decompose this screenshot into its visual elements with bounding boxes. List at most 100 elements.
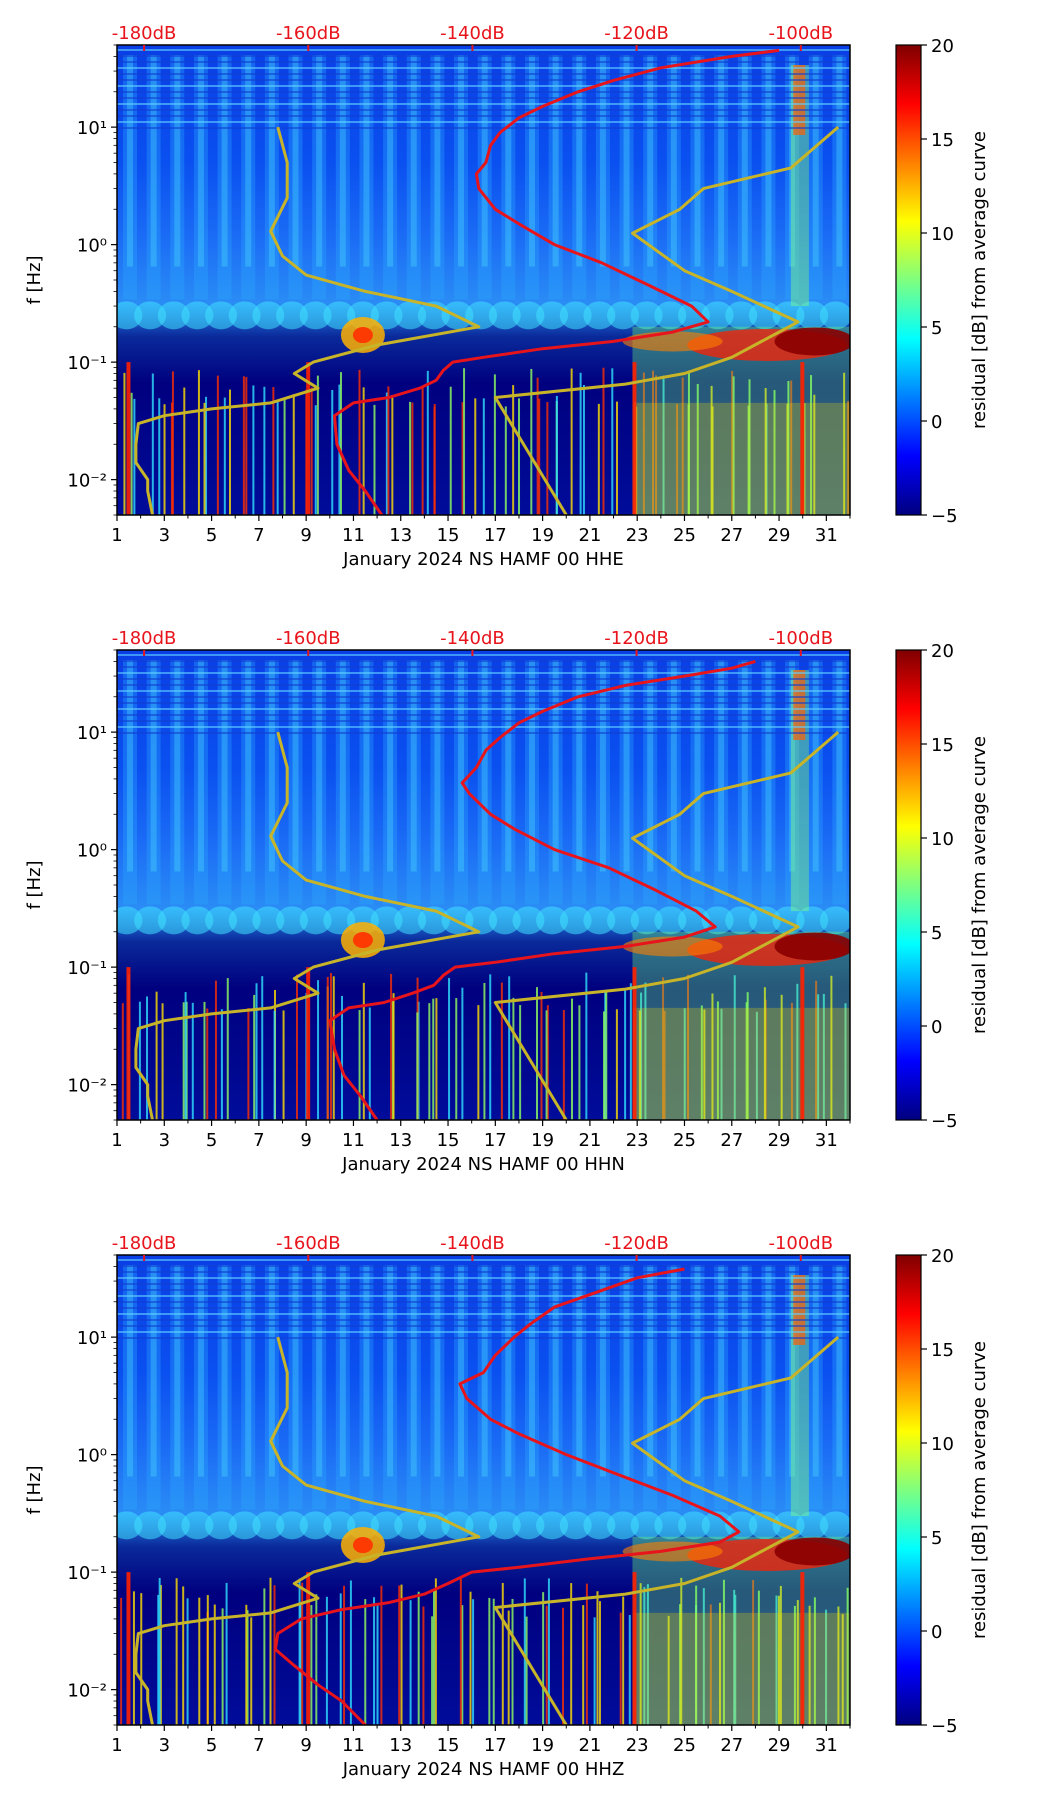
heatmap-line — [306, 1572, 311, 1725]
noise-model-curve — [134, 731, 481, 1120]
top-db-label: -100dB — [768, 1233, 833, 1254]
heatmap-spike — [757, 1590, 760, 1725]
heatmap-spike — [183, 387, 186, 515]
heatmap-hf-band — [117, 684, 850, 686]
heatmap-spike — [555, 395, 558, 515]
heatmap-spike — [391, 395, 394, 515]
heatmap-spike — [830, 975, 833, 1120]
top-db-label: -160dB — [276, 1233, 341, 1254]
heatmap-spike — [261, 976, 264, 1120]
heatmap-streak — [268, 55, 275, 267]
heatmap-spike — [130, 392, 133, 515]
heatmap-spike — [203, 1001, 206, 1120]
heatmap-spike — [461, 987, 464, 1120]
heatmap-spike — [624, 990, 627, 1120]
heatmap-spike — [488, 1597, 491, 1725]
heatmap-blob — [607, 1511, 640, 1540]
heatmap-spike — [822, 993, 825, 1120]
heatmap-streak — [718, 1265, 725, 1477]
heatmap-spike — [570, 1583, 573, 1725]
heatmap-blob — [252, 1511, 285, 1540]
plot-area — [117, 650, 850, 1120]
x-tick-label: 1 — [111, 1735, 122, 1756]
heatmap-spike — [255, 983, 258, 1120]
heatmap-spike — [364, 1599, 367, 1725]
x-tick-label: 27 — [720, 525, 743, 546]
x-tick-label: 11 — [342, 1130, 365, 1151]
heatmap-spike — [157, 1594, 160, 1725]
heatmap-spike — [459, 1578, 462, 1725]
heatmap-blob — [583, 906, 616, 935]
y-tick-label: 10¹ — [77, 118, 107, 139]
heatmap-hf-band — [117, 103, 850, 105]
heatmap-streak — [292, 660, 299, 872]
heatmap-streak — [793, 670, 806, 740]
heatmap-spike — [493, 374, 496, 515]
heatmap-streak — [694, 1265, 701, 1477]
colorbar-tick-label: 20 — [931, 36, 954, 57]
heatmap-spike — [525, 1616, 528, 1725]
heatmap-spike — [585, 1583, 588, 1725]
top-db-label: -120dB — [604, 23, 669, 44]
heatmap-region — [632, 402, 850, 515]
colorbar-tick-label: 10 — [931, 224, 954, 245]
heatmap-streak — [221, 55, 228, 267]
heatmap-streak — [789, 1265, 796, 1477]
heatmap-blob — [117, 1511, 143, 1540]
heatmap-streak — [765, 1265, 772, 1477]
plot-area — [117, 45, 850, 515]
x-tick-label: 17 — [484, 1130, 507, 1151]
heatmap-streak — [316, 55, 323, 267]
heatmap-spike — [146, 996, 149, 1120]
x-tick-label: 11 — [342, 525, 365, 546]
heatmap-spike — [803, 403, 806, 515]
heatmap-hf-band — [117, 1331, 850, 1333]
colorbar-tick-label: −5 — [931, 1716, 958, 1737]
heatmap-spike — [358, 369, 361, 515]
heatmap-spike — [206, 1008, 209, 1120]
heatmap-spike — [815, 980, 818, 1120]
x-tick-label: 29 — [768, 525, 791, 546]
heatmap-spike — [123, 372, 126, 515]
heatmap-spike — [546, 402, 549, 515]
heatmap-blob — [536, 301, 569, 330]
heatmap-streak — [552, 660, 559, 872]
heatmap-streak — [316, 1265, 323, 1477]
heatmap-spike — [545, 1010, 548, 1120]
heatmap-line — [800, 1572, 805, 1725]
heatmap-spike — [417, 1591, 420, 1725]
y-tick-label: 10¹ — [77, 1328, 107, 1349]
x-tick-label: 21 — [578, 525, 601, 546]
heatmap-spike — [687, 404, 690, 515]
heatmap-spike — [773, 390, 776, 515]
heatmap-spike — [269, 1577, 272, 1725]
heatmap-spike — [545, 1605, 548, 1725]
heatmap-spike — [643, 1587, 646, 1725]
heatmap-spike — [358, 1010, 361, 1120]
heatmap-spike — [390, 973, 393, 1120]
heatmap-spike — [474, 398, 477, 515]
heatmap-spike — [703, 1009, 706, 1120]
heatmap-spike — [732, 376, 735, 515]
heatmap-streak — [245, 660, 252, 872]
heatmap-spike — [132, 1591, 135, 1725]
heatmap-streak — [481, 55, 488, 267]
heatmap-hf-band — [117, 1265, 850, 1267]
heatmap-streak — [789, 660, 796, 872]
y-axis-label: f [Hz] — [24, 1465, 45, 1514]
heatmap-streak — [765, 660, 772, 872]
heatmap-streak — [647, 55, 654, 267]
heatmap-spike — [273, 1585, 276, 1725]
heatmap-hf-band — [117, 1295, 850, 1297]
x-tick-label: 1 — [111, 525, 122, 546]
heatmap-streak — [316, 660, 323, 872]
colorbar-tick-label: 15 — [931, 130, 954, 151]
heatmap-hf-band — [117, 121, 850, 123]
heatmap-spike — [228, 389, 231, 515]
heatmap-spike — [461, 402, 464, 515]
heatmap-spike — [628, 1615, 631, 1725]
heatmap-spike — [276, 399, 279, 515]
heatmap-blob — [654, 1511, 687, 1540]
heatmap-spike — [530, 368, 533, 515]
